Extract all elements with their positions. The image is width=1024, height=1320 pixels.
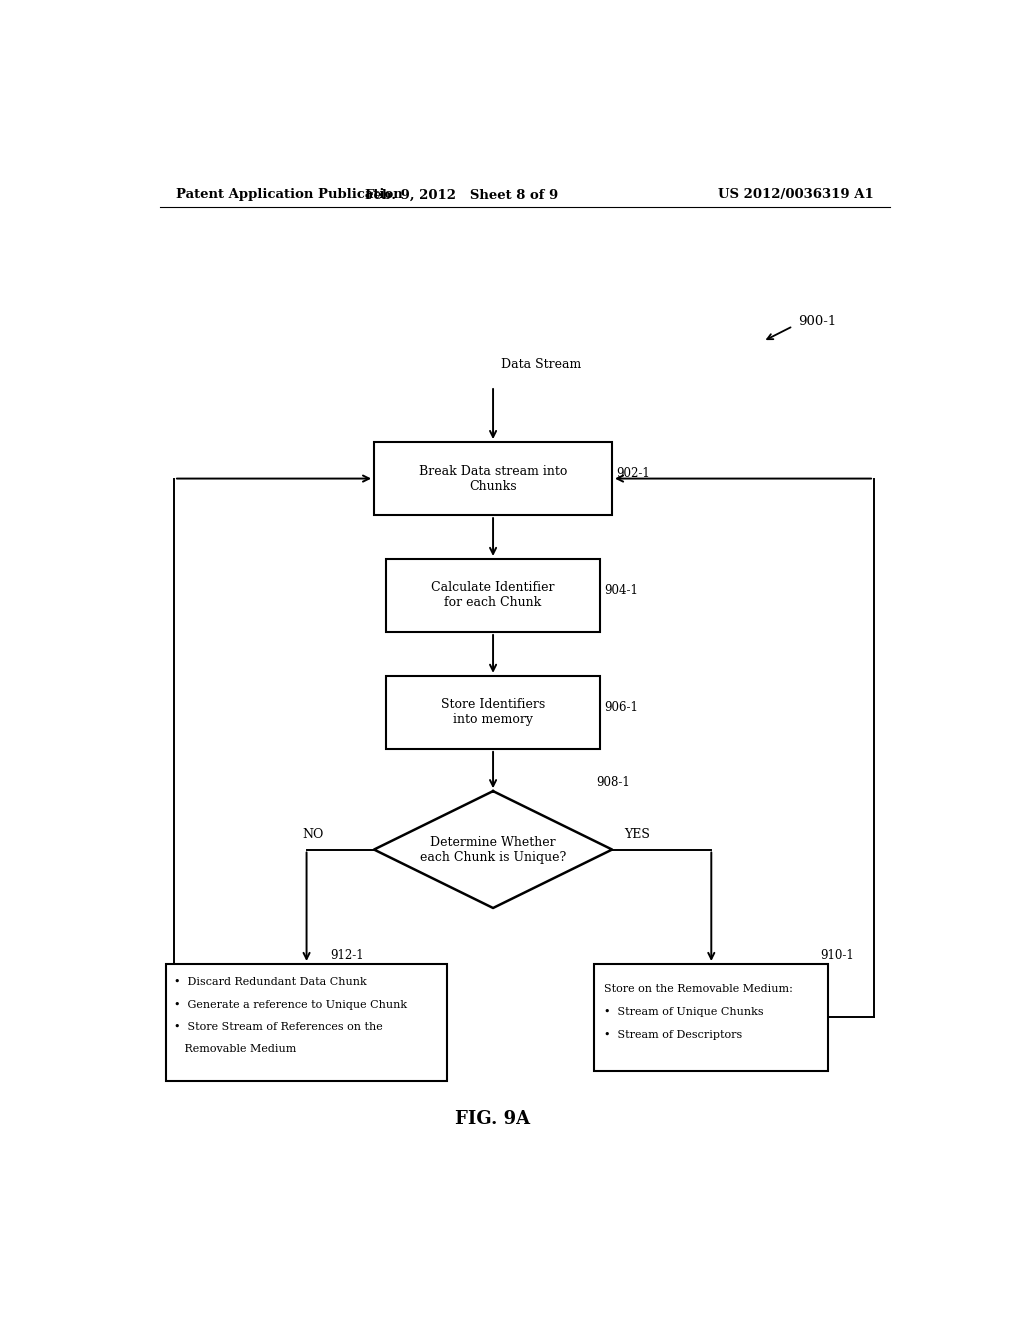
Text: Determine Whether
each Chunk is Unique?: Determine Whether each Chunk is Unique? [420, 836, 566, 863]
Bar [166, 964, 447, 1081]
Bar [386, 558, 600, 632]
Text: 908-1: 908-1 [596, 776, 630, 789]
Text: YES: YES [624, 828, 650, 841]
Text: Break Data stream into
Chunks: Break Data stream into Chunks [419, 465, 567, 492]
Text: •  Stream of Descriptors: • Stream of Descriptors [604, 1030, 742, 1040]
Text: US 2012/0036319 A1: US 2012/0036319 A1 [718, 189, 873, 202]
Text: 904-1: 904-1 [604, 583, 638, 597]
Bar [374, 442, 612, 515]
Text: 912-1: 912-1 [331, 949, 364, 962]
Text: 900-1: 900-1 [799, 314, 837, 327]
Text: Removable Medium: Removable Medium [174, 1044, 296, 1055]
Text: FIG. 9A: FIG. 9A [456, 1110, 530, 1127]
Text: 910-1: 910-1 [820, 949, 854, 962]
Bar [386, 676, 600, 748]
Text: 906-1: 906-1 [604, 701, 638, 714]
Bar [594, 964, 828, 1071]
Text: Store Identifiers
into memory: Store Identifiers into memory [441, 698, 545, 726]
Text: •  Stream of Unique Chunks: • Stream of Unique Chunks [604, 1007, 763, 1018]
Text: Calculate Identifier
for each Chunk: Calculate Identifier for each Chunk [431, 581, 555, 610]
Text: Patent Application Publication: Patent Application Publication [176, 189, 402, 202]
Text: NO: NO [303, 828, 324, 841]
Text: Data Stream: Data Stream [501, 358, 582, 371]
Text: •  Generate a reference to Unique Chunk: • Generate a reference to Unique Chunk [174, 999, 407, 1010]
Text: Store on the Removable Medium:: Store on the Removable Medium: [604, 983, 793, 994]
Text: •  Store Stream of References on the: • Store Stream of References on the [174, 1022, 382, 1032]
Text: •  Discard Redundant Data Chunk: • Discard Redundant Data Chunk [174, 977, 367, 987]
Text: 902-1: 902-1 [616, 467, 650, 480]
Text: Feb. 9, 2012   Sheet 8 of 9: Feb. 9, 2012 Sheet 8 of 9 [365, 189, 558, 202]
